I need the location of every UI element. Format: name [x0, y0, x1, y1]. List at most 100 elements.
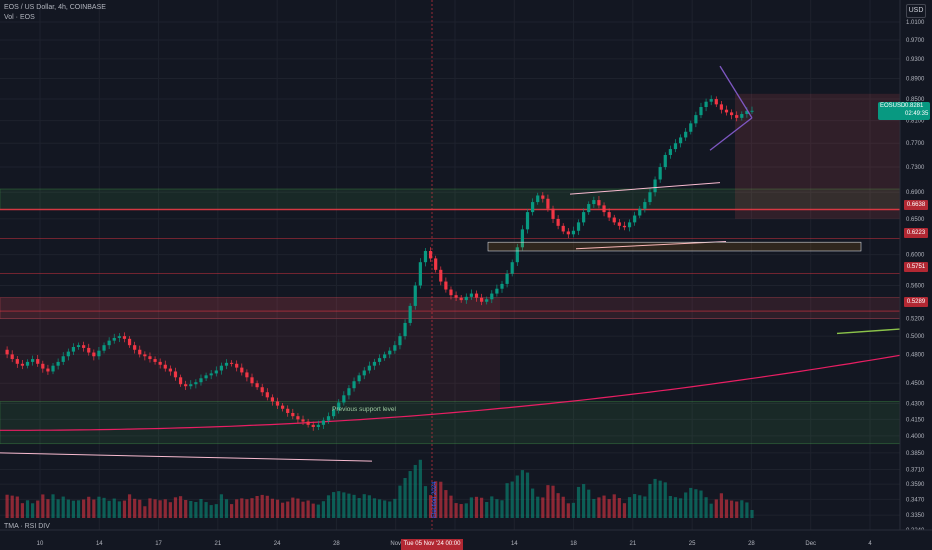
candle-body [281, 405, 285, 409]
volume-bar [5, 494, 9, 518]
candle-body [199, 378, 203, 383]
volume-bar [597, 497, 601, 518]
candle-body [270, 397, 275, 402]
price-tick-label: 0.5000 [906, 334, 925, 340]
time-tick-label: 18 [570, 541, 577, 547]
volume-bar [592, 498, 596, 518]
candle-body [5, 349, 9, 355]
volume-bar [301, 501, 305, 518]
volume-bar [168, 502, 172, 518]
level-tag-2: 0.6223 [904, 228, 928, 238]
volume-bar [163, 499, 167, 518]
candle-body [449, 289, 453, 296]
volume-bar [638, 495, 642, 518]
volume-bar [658, 480, 662, 518]
volume-bar [627, 497, 632, 518]
volume-bar [362, 494, 366, 518]
volume-bar [505, 483, 509, 518]
time-tick-label: Nov [390, 541, 401, 547]
volume-bar [546, 485, 550, 518]
candle-body [648, 192, 652, 203]
volume-bar [260, 494, 264, 518]
candle-body [500, 283, 504, 289]
volume-bar [495, 499, 499, 518]
candle-body [459, 297, 463, 301]
price-tick-label: 0.4000 [906, 434, 925, 440]
time-tick-label: Dec [805, 541, 816, 547]
candle-body [622, 225, 627, 228]
candle-body [709, 99, 713, 102]
price-tick-label: 0.5200 [906, 317, 925, 323]
volume-bar [413, 464, 417, 518]
candle-body [541, 195, 545, 199]
candle-body [663, 154, 667, 168]
volume-bar [270, 498, 275, 518]
wedge-lower [709, 117, 753, 151]
volume-bar [525, 472, 530, 518]
volume-bar [214, 504, 218, 518]
volume-bar [459, 504, 463, 518]
candle-body [719, 104, 723, 110]
candle-body [117, 336, 121, 338]
volume-bar [485, 502, 489, 518]
currency-button[interactable]: USD [906, 4, 926, 18]
current-price-tag: EOSUSD 0.8281 02:49:35 [878, 102, 930, 120]
candle-body [61, 356, 65, 362]
candle-body [418, 262, 422, 286]
candle-body [668, 149, 672, 155]
current-symbol: EOSUSD [880, 103, 906, 109]
candle-body [612, 217, 616, 223]
candle-body [750, 110, 754, 112]
volume-bar [275, 499, 280, 518]
chart-legend: EOS / US Dollar, 4h, COINBASE Vol · EOS [4, 3, 106, 23]
candle-body [184, 384, 188, 387]
candle-body [408, 305, 412, 323]
volume-bar [173, 497, 178, 518]
candle-body [275, 401, 280, 406]
volume-bar [25, 500, 30, 518]
zone-support [0, 401, 901, 445]
volume-title: Vol · EOS [4, 14, 35, 21]
countdown: 02:49:35 [905, 111, 929, 117]
candle-body [464, 296, 468, 301]
volume-bar [444, 490, 448, 518]
candle-body [704, 101, 708, 108]
candle-body [689, 123, 693, 132]
candle-body [495, 288, 499, 294]
candle-body [633, 215, 637, 223]
candle-body [326, 416, 331, 421]
candle-body [219, 365, 223, 371]
candle-body [153, 359, 157, 362]
candle-body [255, 383, 259, 388]
volume-bar [469, 497, 473, 518]
candle-body [332, 409, 336, 417]
volume-bar [418, 459, 422, 518]
candle-body [214, 370, 218, 374]
candle-body [377, 358, 382, 362]
volume-bar [740, 500, 744, 518]
candle-body [673, 143, 678, 150]
volume-bar [582, 484, 586, 518]
candle-body [296, 416, 300, 420]
candle-body [66, 351, 70, 357]
volume-bar [689, 487, 693, 518]
price-axis-bg [900, 0, 932, 550]
volume-bar [71, 500, 76, 518]
indicator-label: TMA · RSI DIV [4, 523, 50, 530]
volume-bar [82, 499, 86, 518]
candle-body [515, 247, 519, 263]
volume-bar [653, 478, 657, 518]
candle-body [46, 368, 50, 372]
volume-bar [673, 497, 678, 518]
volume-bar [265, 495, 269, 518]
candle-body [224, 362, 229, 366]
price-tick-label: 0.9700 [906, 38, 925, 44]
candle-body [173, 371, 178, 378]
volume-bar [612, 494, 616, 518]
volume-bar [357, 498, 361, 518]
candle-body [403, 322, 407, 337]
price-tick-label: 0.4300 [906, 402, 925, 408]
candle-body [602, 205, 606, 213]
